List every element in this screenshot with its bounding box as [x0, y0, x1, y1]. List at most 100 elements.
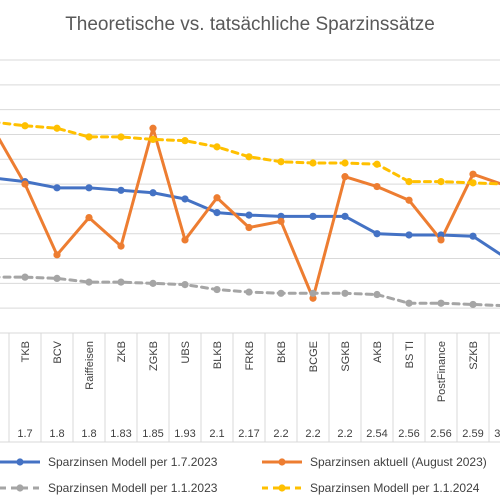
- category-label: Raiffeisen: [84, 341, 96, 390]
- table-value: 2.56: [430, 428, 451, 440]
- data-point: [53, 124, 61, 132]
- data-point: [245, 153, 253, 161]
- series-line-0: [0, 177, 500, 256]
- data-point: [213, 143, 221, 151]
- legend-swatch-marker: [16, 458, 24, 466]
- category-label: BCGE: [308, 341, 320, 372]
- data-point: [341, 212, 349, 220]
- legend: Sparzinsen Modell per 1.7.2023 Sparzinsen…: [0, 455, 487, 495]
- data-point: [405, 231, 413, 239]
- data-point: [437, 236, 445, 244]
- data-point: [213, 209, 221, 217]
- table-value: 3.14: [494, 428, 500, 440]
- legend-label: Sparzinsen Modell per 1.7.2023: [48, 455, 218, 469]
- data-point: [117, 186, 125, 194]
- category-label: TKB: [20, 341, 32, 362]
- category-label: BKB: [276, 341, 288, 363]
- category-label: PostFinance: [436, 341, 448, 402]
- data-point: [85, 213, 93, 222]
- category-labels: TKB BCV Raiffeisen ZKB ZGKB UBS BLKB FRKB BKB BCG…: [20, 340, 480, 402]
- category-label: SZKB: [468, 341, 480, 370]
- category-label: BS TI: [404, 341, 416, 368]
- data-point: [53, 184, 61, 192]
- data-point: [437, 231, 445, 239]
- series-line-2: [0, 275, 500, 308]
- data-point: [149, 124, 157, 132]
- data-point: [405, 299, 413, 307]
- data-point: [117, 242, 125, 250]
- data-point: [309, 212, 317, 220]
- data-point: [117, 278, 125, 286]
- gridlines: [0, 59, 500, 334]
- table-value: 2.2: [337, 428, 352, 440]
- table-value: 2.54: [366, 428, 387, 440]
- data-point: [277, 212, 285, 220]
- legend-label: Sparzinsen aktuell (August 2023): [310, 455, 487, 469]
- data-point: [245, 211, 253, 219]
- data-point: [373, 160, 381, 168]
- data-point: [181, 236, 189, 244]
- data-point: [181, 281, 189, 289]
- table-value: 1.85: [142, 428, 163, 440]
- legend-swatch-marker: [278, 458, 286, 466]
- legend-label: Sparzinsen Modell per 1.1.2023: [48, 481, 218, 495]
- data-point: [309, 294, 317, 302]
- data-point: [373, 290, 381, 299]
- data-point: [437, 178, 445, 186]
- category-label: ZGKB: [148, 341, 160, 371]
- series-markers: [21, 122, 477, 309]
- table-value: 1.93: [174, 428, 195, 440]
- table-value: 2.17: [238, 428, 259, 440]
- data-point: [53, 251, 61, 259]
- data-point: [85, 278, 93, 286]
- table-value: 2.2: [305, 428, 320, 440]
- data-point: [21, 180, 29, 188]
- table-value: 2.59: [462, 428, 483, 440]
- data-point: [21, 122, 29, 130]
- data-point: [149, 189, 157, 197]
- table-value: 2.2: [273, 428, 288, 440]
- table-value: 1.8: [49, 428, 64, 440]
- data-point: [309, 289, 317, 297]
- legend-label: Sparzinsen Modell per 1.1.2024: [310, 481, 480, 495]
- data-point: [469, 179, 477, 187]
- data-point: [213, 285, 221, 294]
- table-values: 31.71.81.81.831.851.932.12.172.22.22.22.…: [17, 428, 500, 440]
- data-point: [245, 288, 253, 296]
- data-point: [469, 300, 477, 309]
- data-point: [277, 217, 285, 225]
- data-point: [309, 159, 317, 167]
- data-point: [277, 158, 285, 166]
- legend-swatch-marker: [278, 484, 286, 492]
- data-point: [149, 135, 157, 144]
- category-separators: [0, 332, 500, 443]
- category-label: AKB: [372, 341, 384, 363]
- data-point: [117, 133, 125, 141]
- data-point: [469, 170, 477, 178]
- category-label: FRKB: [244, 341, 256, 370]
- data-point: [341, 173, 349, 181]
- data-point: [405, 178, 413, 186]
- category-label: BCV: [52, 340, 64, 363]
- category-label: BLKB: [212, 341, 224, 369]
- data-point: [341, 159, 349, 167]
- data-point: [373, 182, 381, 191]
- data-point: [181, 195, 189, 203]
- data-point: [373, 230, 381, 238]
- table-value: 1.83: [110, 428, 131, 440]
- category-label: SGKB: [340, 341, 352, 372]
- data-point: [85, 133, 93, 141]
- data-point: [213, 194, 221, 202]
- table-value: 1.7: [17, 428, 32, 440]
- chart-title: Theoretische vs. tatsächliche Sparzinssä…: [65, 14, 435, 35]
- series-lines: [0, 121, 500, 308]
- data-point: [53, 274, 61, 282]
- table-value: 2.56: [398, 428, 419, 440]
- table-value: 1.8: [81, 428, 96, 440]
- legend-swatch-marker: [16, 484, 24, 492]
- data-point: [405, 196, 413, 204]
- series-line-1: [0, 126, 500, 300]
- data-point: [437, 299, 445, 307]
- data-point: [149, 279, 157, 287]
- series-line-3: [0, 121, 500, 186]
